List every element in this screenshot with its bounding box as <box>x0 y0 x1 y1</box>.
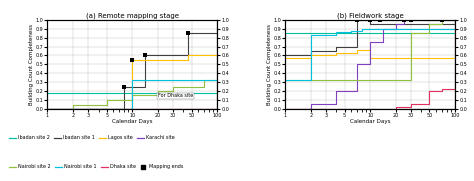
Point <box>438 18 446 21</box>
Point <box>128 58 136 61</box>
X-axis label: Calendar Days: Calendar Days <box>350 119 391 124</box>
Point <box>141 54 148 57</box>
Legend: Ibadan site 2, Ibadan site 1, Lagos site, Karachi site: Ibadan site 2, Ibadan site 1, Lagos site… <box>7 133 177 142</box>
Point <box>376 18 383 21</box>
Y-axis label: Building Count Completeness: Building Count Completeness <box>267 24 272 105</box>
Point <box>407 18 414 21</box>
Title: (a) Remote mapping stage: (a) Remote mapping stage <box>86 12 179 19</box>
Point <box>400 18 408 21</box>
Point <box>366 18 374 21</box>
X-axis label: Calendar Days: Calendar Days <box>112 119 153 124</box>
Legend: Nairobi site 2, Nairobi site 1, Dhaka site, Mapping ends: Nairobi site 2, Nairobi site 1, Dhaka si… <box>7 162 185 171</box>
Point <box>184 32 191 35</box>
Point <box>353 18 361 21</box>
Text: For Dhaka site: For Dhaka site <box>158 93 193 98</box>
Point <box>120 86 128 89</box>
Y-axis label: Building Count Completeness: Building Count Completeness <box>29 24 34 105</box>
Title: (b) Fieldwork stage: (b) Fieldwork stage <box>337 12 403 19</box>
